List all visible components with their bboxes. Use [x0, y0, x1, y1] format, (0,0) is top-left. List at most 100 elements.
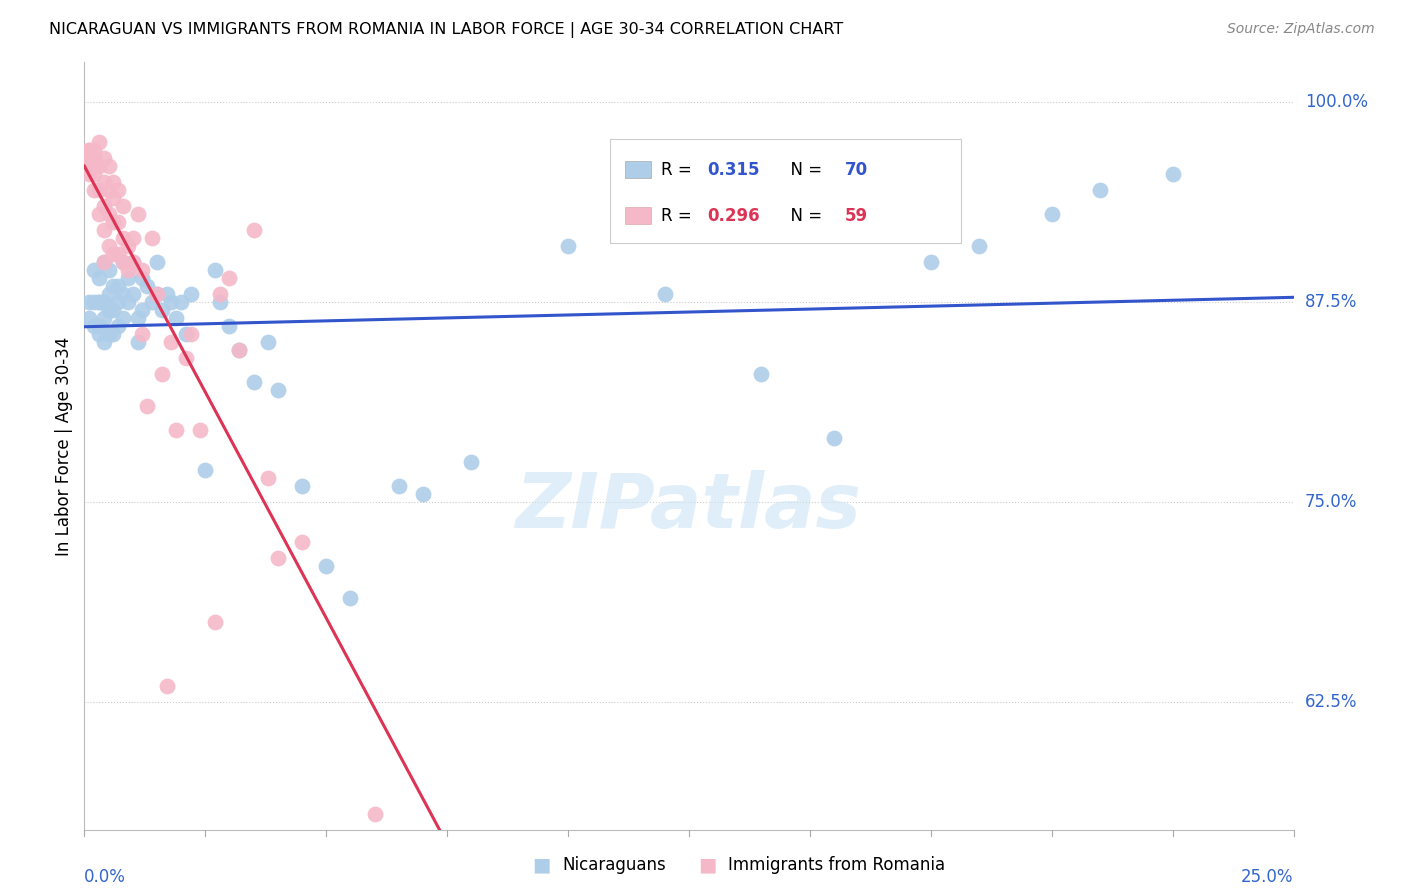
Point — [93, 199, 115, 213]
Point — [112, 231, 135, 245]
Point — [103, 279, 125, 293]
Point — [1040, 207, 1063, 221]
Point — [93, 175, 115, 189]
Text: N =: N = — [780, 161, 827, 178]
Point — [127, 335, 149, 350]
Point — [257, 335, 280, 350]
Text: 0.0%: 0.0% — [84, 869, 127, 887]
Point — [107, 279, 129, 293]
Point — [170, 295, 193, 310]
Point — [823, 431, 845, 445]
Point — [93, 335, 115, 350]
Point — [315, 558, 337, 573]
Point — [131, 271, 153, 285]
Point — [751, 367, 773, 381]
Point — [77, 311, 100, 326]
Point — [93, 223, 115, 237]
Point — [654, 287, 676, 301]
Point — [460, 455, 482, 469]
Point — [117, 295, 139, 310]
Point — [117, 271, 139, 285]
Point — [83, 295, 105, 310]
Point — [180, 287, 202, 301]
Point — [83, 263, 105, 277]
Point — [103, 247, 125, 261]
Point — [131, 263, 153, 277]
Text: 25.0%: 25.0% — [1241, 869, 1294, 887]
Point — [150, 367, 173, 381]
Point — [218, 319, 240, 334]
Point — [150, 303, 173, 318]
Point — [228, 343, 250, 357]
Point — [112, 287, 135, 301]
Point — [87, 295, 110, 310]
Text: 87.5%: 87.5% — [1305, 293, 1357, 311]
Text: 100.0%: 100.0% — [1305, 94, 1368, 112]
Point — [117, 239, 139, 253]
Point — [920, 255, 942, 269]
Text: 0.296: 0.296 — [707, 207, 759, 225]
Point — [87, 159, 110, 173]
Point — [112, 311, 135, 326]
Point — [180, 327, 202, 342]
Point — [83, 167, 105, 181]
Point — [103, 175, 125, 189]
Point — [388, 479, 411, 493]
Bar — [610, 139, 962, 243]
Text: 59: 59 — [845, 207, 868, 225]
Point — [165, 423, 187, 437]
Point — [339, 591, 361, 605]
Point — [87, 271, 110, 285]
Point — [121, 255, 143, 269]
Text: ZIPatlas: ZIPatlas — [516, 470, 862, 544]
Point — [77, 144, 100, 158]
Point — [1161, 167, 1184, 181]
Point — [242, 223, 264, 237]
Text: ■: ■ — [697, 855, 717, 875]
Point — [83, 159, 105, 173]
Point — [1088, 183, 1111, 197]
Point — [87, 207, 110, 221]
Point — [190, 423, 212, 437]
Point — [194, 463, 217, 477]
Point — [93, 255, 115, 269]
Point — [121, 255, 143, 269]
Point — [146, 287, 169, 301]
Point — [174, 351, 197, 365]
Point — [557, 239, 579, 253]
Point — [363, 806, 385, 821]
Point — [242, 375, 264, 389]
Point — [160, 335, 183, 350]
Point — [291, 479, 314, 493]
Text: Source: ZipAtlas.com: Source: ZipAtlas.com — [1227, 22, 1375, 37]
Point — [103, 191, 125, 205]
Point — [107, 319, 129, 334]
Text: 62.5%: 62.5% — [1305, 693, 1357, 711]
Point — [174, 327, 197, 342]
Point — [112, 199, 135, 213]
Text: 75.0%: 75.0% — [1305, 493, 1357, 511]
Text: NICARAGUAN VS IMMIGRANTS FROM ROMANIA IN LABOR FORCE | AGE 30-34 CORRELATION CHA: NICARAGUAN VS IMMIGRANTS FROM ROMANIA IN… — [49, 22, 844, 38]
Text: ■: ■ — [531, 855, 551, 875]
Point — [160, 295, 183, 310]
Point — [117, 263, 139, 277]
Point — [412, 487, 434, 501]
Text: Nicaraguans: Nicaraguans — [562, 856, 666, 874]
Point — [146, 255, 169, 269]
Point — [155, 679, 177, 693]
Point — [136, 279, 159, 293]
Point — [112, 255, 135, 269]
Point — [107, 247, 129, 261]
Point — [87, 319, 110, 334]
Text: 70: 70 — [845, 161, 868, 178]
Bar — [624, 161, 651, 178]
Point — [97, 287, 120, 301]
Point — [267, 383, 290, 397]
Point — [141, 231, 163, 245]
Point — [291, 534, 314, 549]
Point — [83, 151, 105, 165]
Point — [77, 159, 100, 173]
Point — [121, 231, 143, 245]
Text: R =: R = — [661, 161, 697, 178]
Point — [103, 215, 125, 229]
